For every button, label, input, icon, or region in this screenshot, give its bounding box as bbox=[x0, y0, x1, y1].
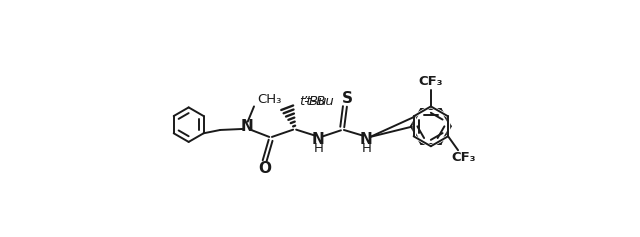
Text: CH₃: CH₃ bbox=[257, 93, 282, 106]
Text: N: N bbox=[360, 132, 372, 147]
Text: N: N bbox=[312, 132, 324, 147]
Text: CF₃: CF₃ bbox=[452, 151, 476, 164]
Text: H: H bbox=[362, 142, 371, 155]
Text: t-Bu: t-Bu bbox=[299, 95, 326, 108]
Text: CF₃: CF₃ bbox=[419, 75, 443, 88]
Text: H: H bbox=[314, 142, 324, 155]
Text: S: S bbox=[341, 91, 353, 106]
Text: N: N bbox=[241, 119, 253, 134]
Text: ’t-Bu: ’t-Bu bbox=[302, 95, 334, 108]
Text: O: O bbox=[258, 161, 271, 176]
